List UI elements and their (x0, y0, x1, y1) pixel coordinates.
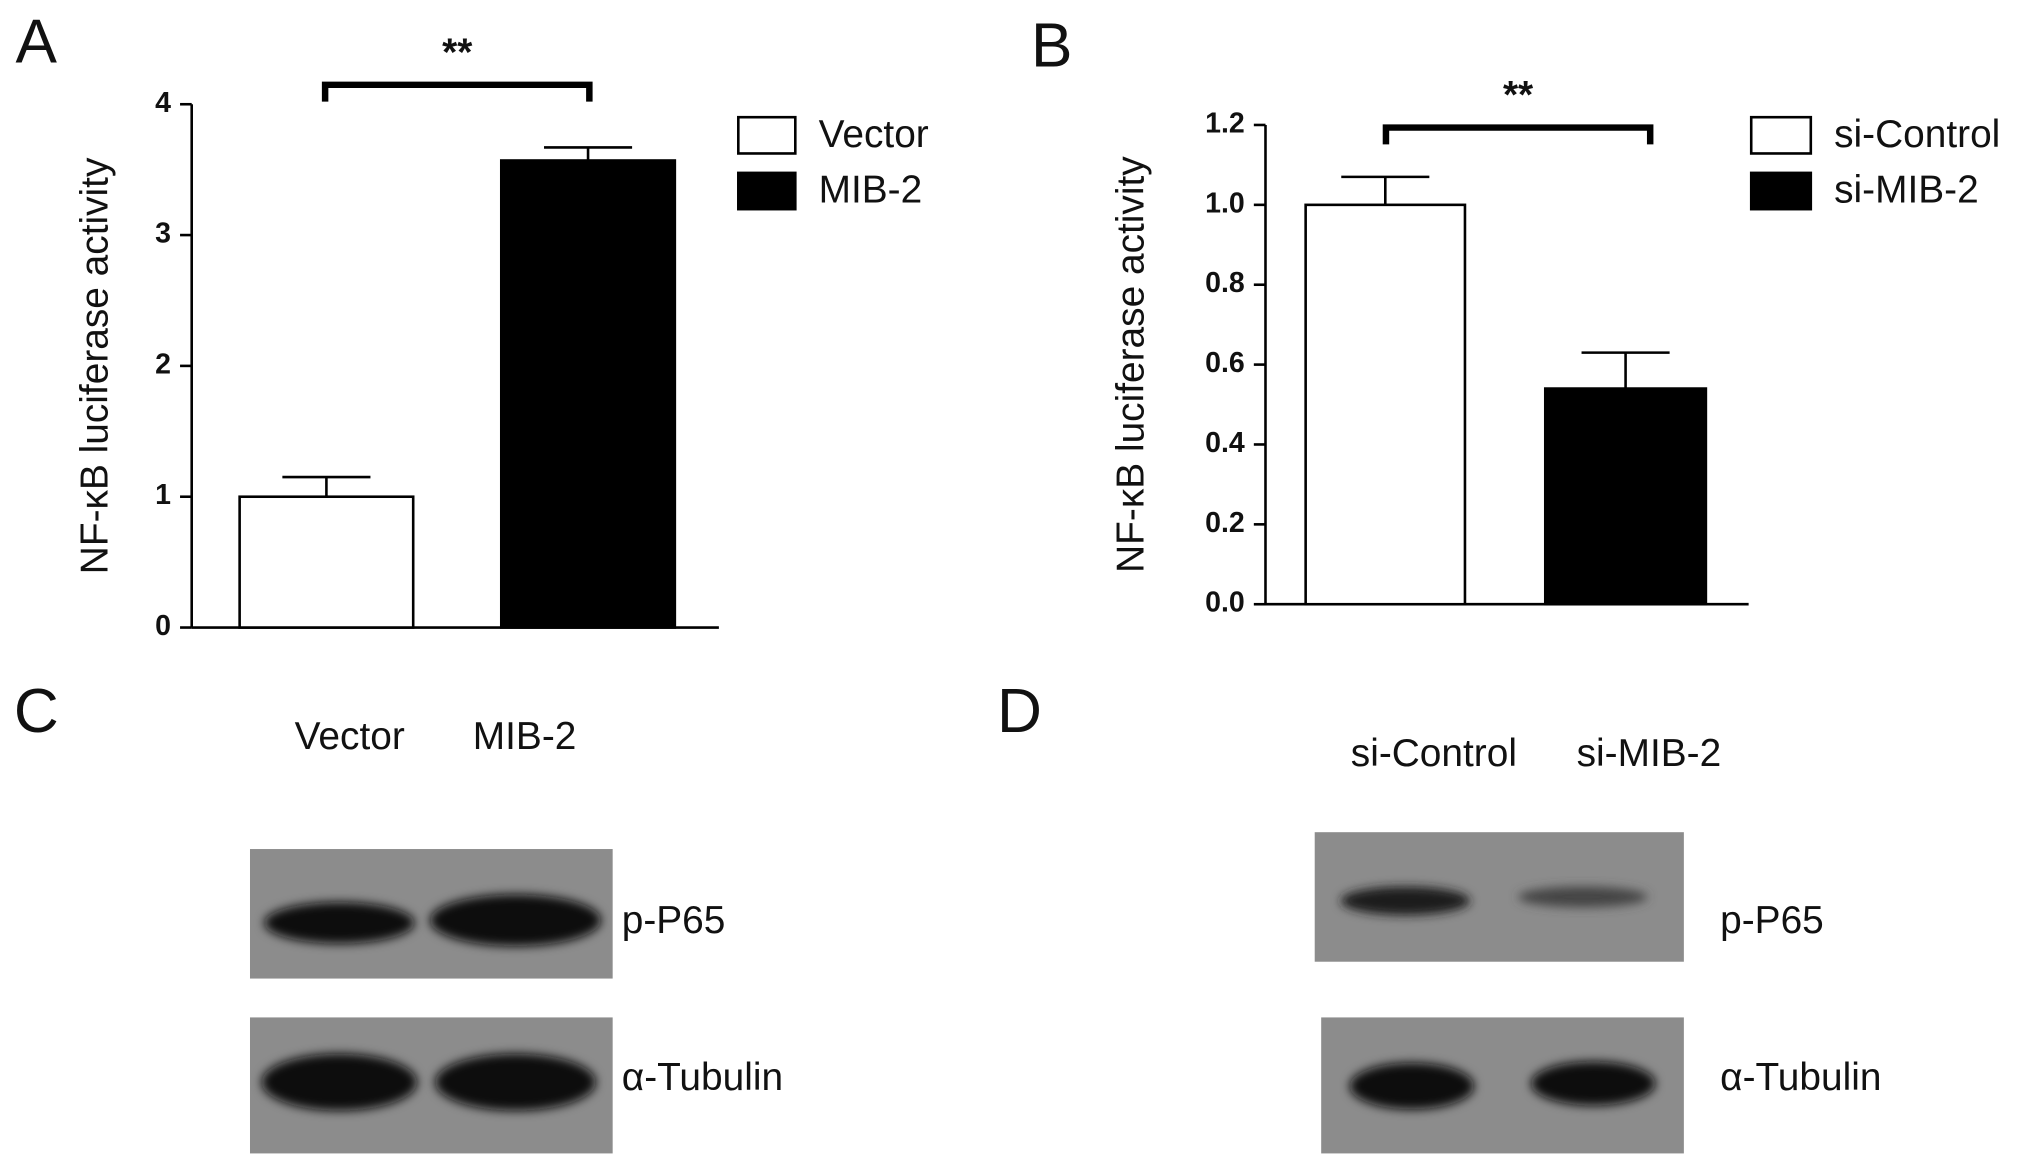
blot-band (1340, 886, 1471, 916)
y-tick-label: 3 (155, 218, 171, 250)
bar (499, 159, 677, 629)
y-tick-label: 1.2 (1205, 108, 1245, 140)
blot-band (1349, 1062, 1475, 1110)
panel-label: A (16, 7, 58, 76)
blot-band (1531, 1061, 1656, 1106)
y-tick-label: 0 (155, 610, 171, 642)
lane-label: si-MIB-2 (1577, 732, 1722, 775)
y-tick-label: 4 (155, 87, 171, 119)
panel-label: D (997, 677, 1042, 746)
band-label: α-Tubulin (622, 1056, 783, 1099)
blot-band (430, 894, 602, 947)
y-tick-label: 2 (155, 348, 171, 380)
y-tick-label: 0.0 (1205, 587, 1245, 619)
y-tick-label: 0.8 (1205, 267, 1245, 299)
significance-bracket (1382, 124, 1654, 145)
legend-swatch (737, 115, 797, 155)
y-tick-label: 0.4 (1205, 427, 1245, 459)
blot-band (261, 1053, 418, 1111)
lane-label: si-Control (1351, 732, 1517, 775)
bar (1304, 203, 1467, 606)
bar (238, 495, 415, 629)
bar (1543, 387, 1708, 606)
blot-band (435, 1053, 596, 1111)
legend-swatch (1749, 115, 1813, 155)
significance-bracket (321, 81, 593, 102)
legend-label: si-Control (1834, 113, 2000, 156)
legend-swatch (1749, 171, 1813, 211)
panel-label: C (14, 677, 59, 746)
legend-label: MIB-2 (819, 169, 923, 212)
blot-band (1518, 886, 1648, 908)
y-tick-label: 0.2 (1205, 507, 1245, 539)
band-label: α-Tubulin (1720, 1056, 1881, 1099)
blot-band (264, 902, 415, 944)
y-axis-label: NF-κB luciferase activity (73, 157, 116, 574)
panel-label: B (1031, 11, 1072, 80)
legend-label: Vector (819, 113, 929, 156)
y-tick-label: 1 (155, 479, 171, 511)
lane-label: MIB-2 (473, 715, 577, 758)
significance-label: ** (1503, 74, 1534, 117)
legend-label: si-MIB-2 (1834, 169, 1979, 212)
legend-swatch (737, 171, 797, 211)
y-tick-label: 0.6 (1205, 347, 1245, 379)
band-label: p-P65 (622, 899, 726, 942)
y-axis-label: NF-κB luciferase activity (1110, 156, 1153, 573)
significance-label: ** (442, 31, 473, 74)
band-label: p-P65 (1720, 899, 1824, 942)
lane-label: Vector (295, 715, 405, 758)
y-tick-label: 1.0 (1205, 187, 1245, 219)
